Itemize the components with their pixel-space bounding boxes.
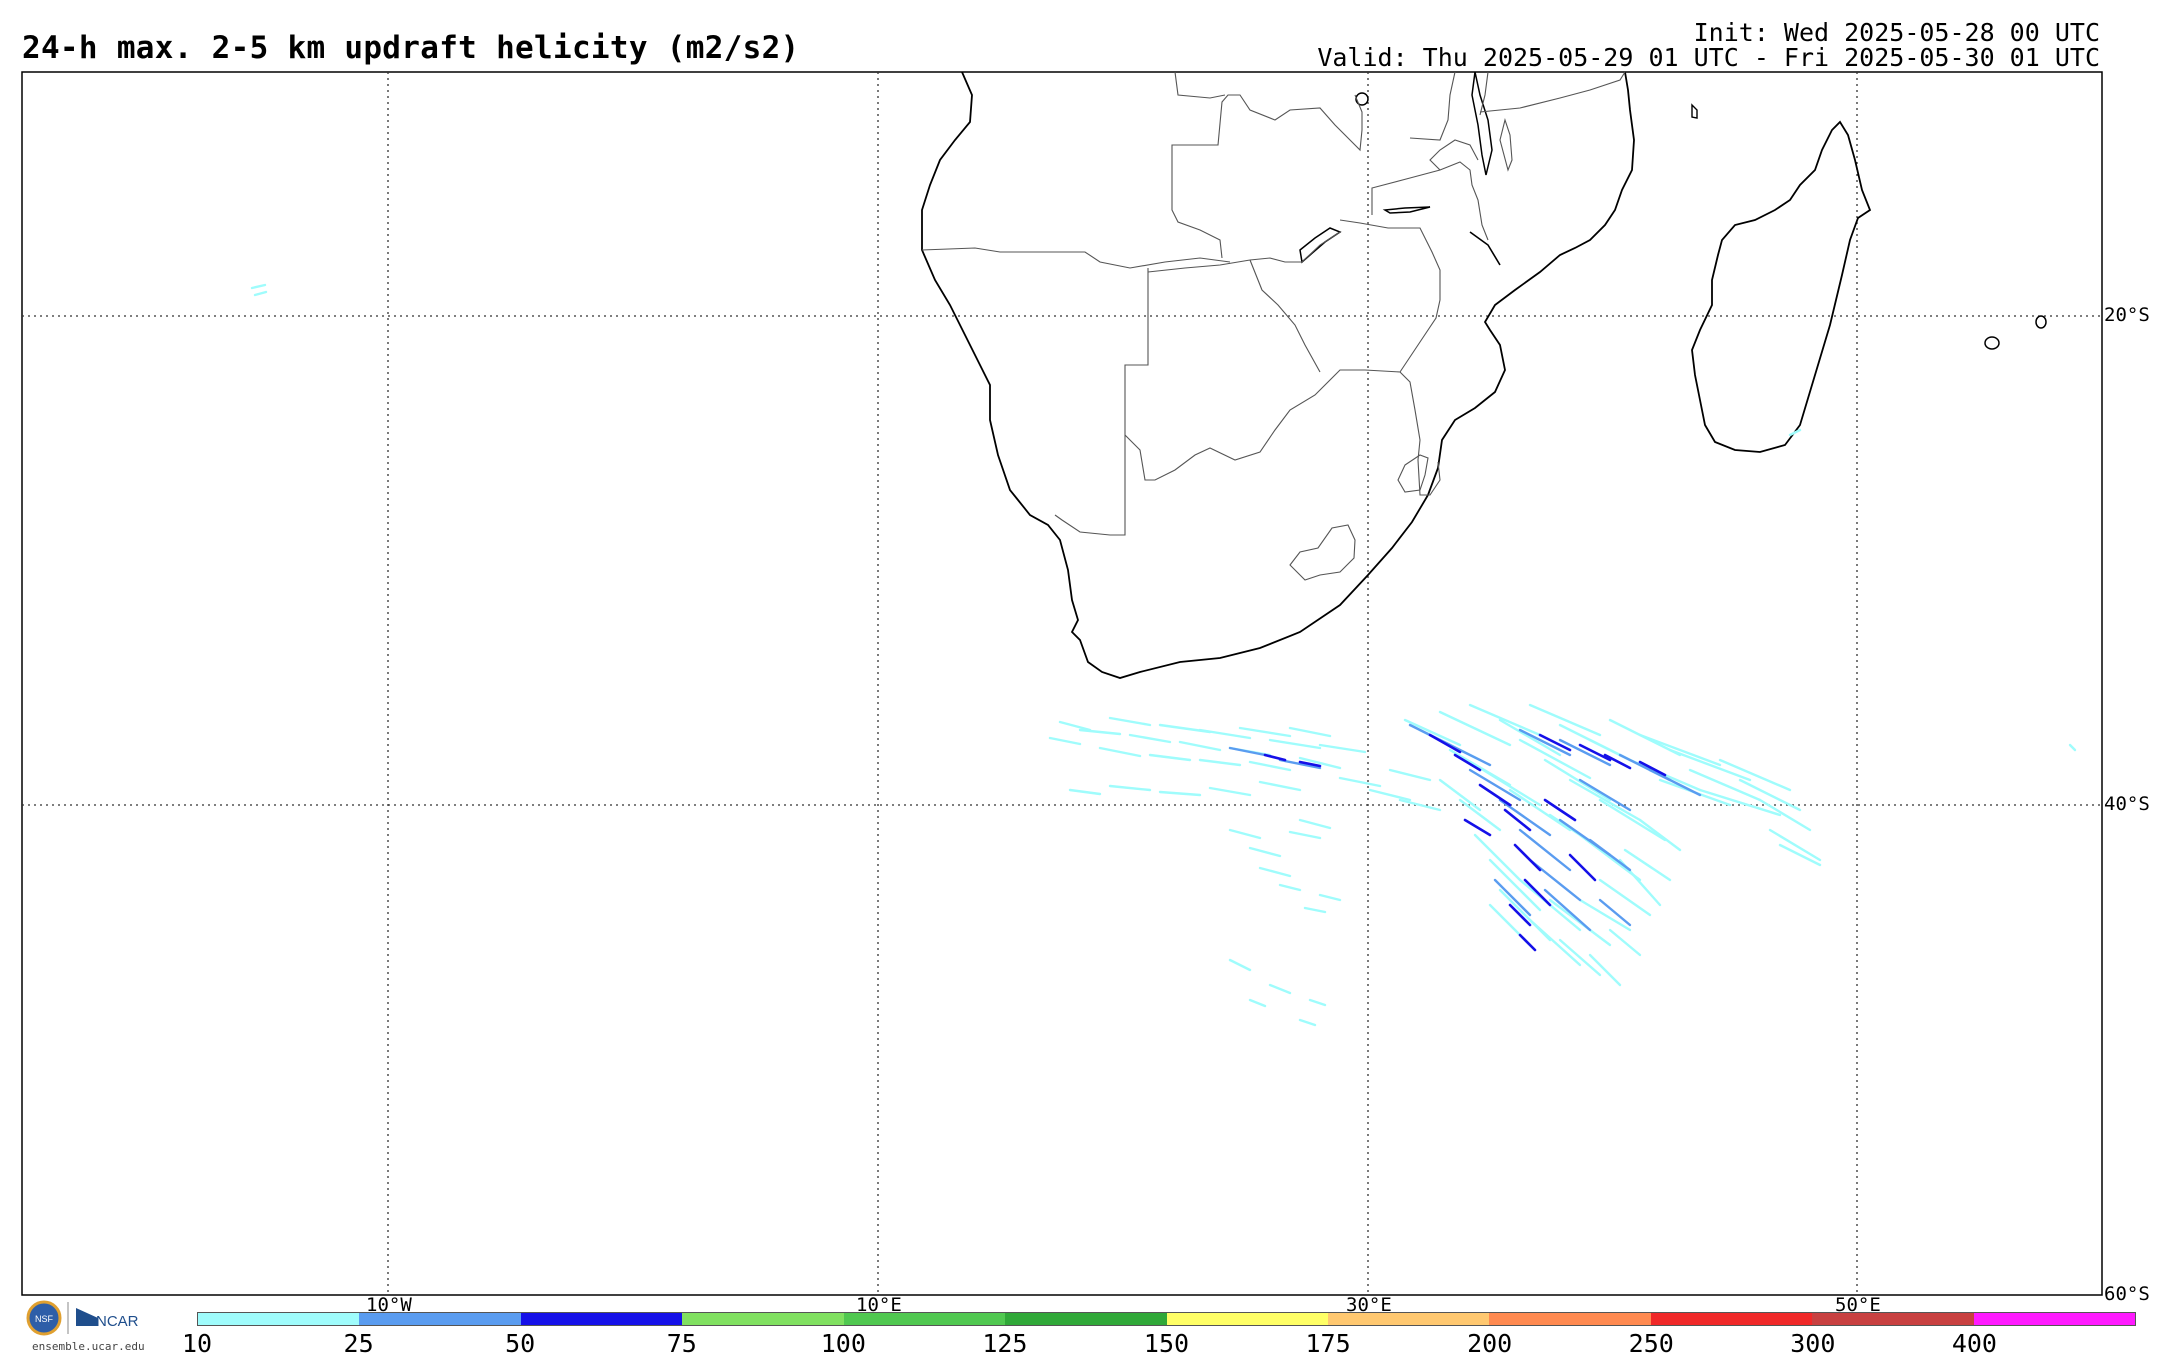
- mauritius-island: [1984, 336, 2000, 350]
- comoros-island: [1691, 103, 1698, 119]
- colorbar: [197, 1312, 2136, 1326]
- colorbar-segment-4: [843, 1313, 1006, 1325]
- reunion-island: [2035, 315, 2047, 329]
- lat-label-60s: 60°S: [2104, 1283, 2150, 1305]
- colorbar-tick-label: 125: [982, 1329, 1028, 1358]
- colorbar-segment-7: [1327, 1313, 1490, 1325]
- colorbar-tick-label: 400: [1951, 1329, 1997, 1358]
- lake-small: [1355, 92, 1369, 106]
- logo-url: ensemble.ucar.edu: [32, 1340, 145, 1353]
- helicity-strong-swath: [1263, 733, 1667, 952]
- colorbar-segment-6: [1166, 1313, 1328, 1325]
- colorbar-tick-label: 300: [1790, 1329, 1836, 1358]
- colorbar-segment-10: [1812, 1313, 1974, 1325]
- lon-label-10e: 10°E: [856, 1294, 902, 1316]
- map-frame: [21, 71, 2103, 1296]
- colorbar-segment-3: [682, 1313, 844, 1325]
- lat-label-40s: 40°S: [2104, 793, 2150, 815]
- lon-label-30e: 30°E: [1346, 1294, 1392, 1316]
- africa-coastline: [921, 71, 1635, 679]
- colorbar-segment-0: [198, 1313, 360, 1325]
- colorbar-tick-label: 200: [1467, 1329, 1513, 1358]
- madagascar-coastline: [1691, 120, 1872, 453]
- ncar-mark-icon: [76, 1308, 98, 1326]
- helicity-medium-swath: [1228, 723, 1702, 932]
- colorbar-segment-5: [1005, 1313, 1167, 1325]
- colorbar-tick-label: 10: [181, 1329, 213, 1358]
- nsf-seal-icon: [26, 1300, 62, 1336]
- colorbar-tick-label: 75: [666, 1329, 697, 1358]
- colorbar-tick-label: 50: [505, 1329, 536, 1358]
- nsf-logo-text: NSF: [35, 1314, 54, 1324]
- colorbar-segment-2: [520, 1313, 683, 1325]
- colorbar-segment-9: [1650, 1313, 1813, 1325]
- country-borders: [921, 71, 1626, 581]
- colorbar-segment-1: [359, 1313, 521, 1325]
- nsf-ncar-logo: NSF NCAR: [26, 1300, 139, 1336]
- lat-label-20s: 20°S: [2104, 304, 2150, 326]
- colorbar-tick-label: 25: [343, 1329, 374, 1358]
- lon-label-50e: 50°E: [1835, 1294, 1881, 1316]
- colorbar-tick-label: 175: [1305, 1329, 1351, 1358]
- valid-time: Valid: Thu 2025-05-29 01 UTC - Fri 2025-…: [1317, 43, 2100, 72]
- lake-cahora-bassa: [1382, 206, 1431, 214]
- colorbar-segment-8: [1489, 1313, 1651, 1325]
- graticule: [22, 72, 2102, 1295]
- lon-label-10w: 10°W: [366, 1294, 412, 1316]
- zambezi-delta-river: [1469, 231, 1501, 266]
- colorbar-tick-label: 100: [820, 1329, 866, 1358]
- colorbar-tick-label: 250: [1628, 1329, 1674, 1358]
- ncar-logo-text: NCAR: [96, 1313, 139, 1330]
- page-title: 24-h max. 2-5 km updraft helicity (m2/s2…: [22, 30, 800, 66]
- colorbar-segment-11: [1973, 1313, 2136, 1325]
- colorbar-tick-label: 150: [1143, 1329, 1190, 1358]
- init-time: Init: Wed 2025-05-28 00 UTC: [1693, 18, 2100, 47]
